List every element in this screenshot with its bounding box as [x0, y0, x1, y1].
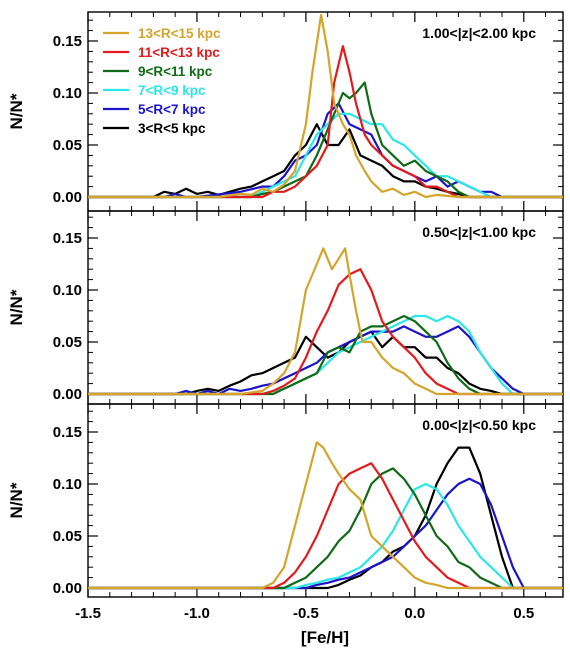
- series-line-2: [88, 45, 563, 199]
- x-tick-label: 0.0: [404, 605, 425, 622]
- x-tick-label: -1.0: [184, 605, 210, 622]
- series-line-4: [88, 482, 563, 590]
- y-tick-label: 0.05: [53, 528, 82, 545]
- series-line-4: [88, 112, 563, 199]
- legend-label: 9<R<11 kpc: [138, 64, 213, 79]
- y-tick-label: 0.15: [53, 33, 82, 50]
- legend-label: 7<R<9 kpc: [138, 83, 206, 98]
- y-tick-label: 0.10: [53, 282, 82, 299]
- series-line-6: [88, 330, 563, 396]
- panel-label: 0.00<|z|<0.50 kpc: [422, 417, 536, 433]
- y-tick-label: 0.15: [53, 230, 82, 247]
- y-axis-title: N/N*: [7, 93, 26, 129]
- legend-label: 5<R<7 kpc: [138, 102, 206, 117]
- y-tick-label: 0.05: [53, 334, 82, 351]
- y-tick-label: 0.15: [53, 424, 82, 441]
- series-line-1: [88, 441, 563, 590]
- y-tick-label: 0.00: [53, 189, 82, 206]
- series-line-3: [88, 314, 563, 396]
- series-line-6: [88, 446, 563, 590]
- panel-label: 1.00<|z|<2.00 kpc: [422, 25, 536, 41]
- y-tick-label: 0.05: [53, 137, 82, 154]
- series-line-3: [88, 467, 563, 590]
- series-line-1: [88, 247, 563, 396]
- x-tick-label: -1.5: [75, 605, 101, 622]
- x-axis-title: [Fe/H]: [301, 628, 349, 647]
- legend-label: 11<R<13 kpc: [138, 45, 220, 60]
- legend-label: 13<R<15 kpc: [138, 26, 221, 41]
- series-line-2: [88, 268, 563, 396]
- series-line-3: [88, 81, 563, 199]
- y-axis-title: N/N*: [7, 289, 26, 325]
- y-tick-label: 0.10: [53, 476, 82, 493]
- y-tick-label: 0.10: [53, 85, 82, 102]
- panel-label: 0.50<|z|<1.00 kpc: [422, 224, 536, 240]
- y-axis-title: N/N*: [7, 482, 26, 518]
- series-line-5: [88, 325, 563, 396]
- x-tick-label: -0.5: [293, 605, 319, 622]
- series-line-2: [88, 462, 563, 590]
- legend-label: 3<R<5 kpc: [138, 121, 206, 136]
- series-line-5: [88, 477, 563, 590]
- y-tick-label: 0.00: [53, 386, 82, 403]
- plot-frame: [87, 403, 564, 598]
- y-tick-label: 0.00: [53, 580, 82, 597]
- x-tick-label: 0.5: [513, 605, 534, 622]
- series-line-1: [88, 13, 563, 199]
